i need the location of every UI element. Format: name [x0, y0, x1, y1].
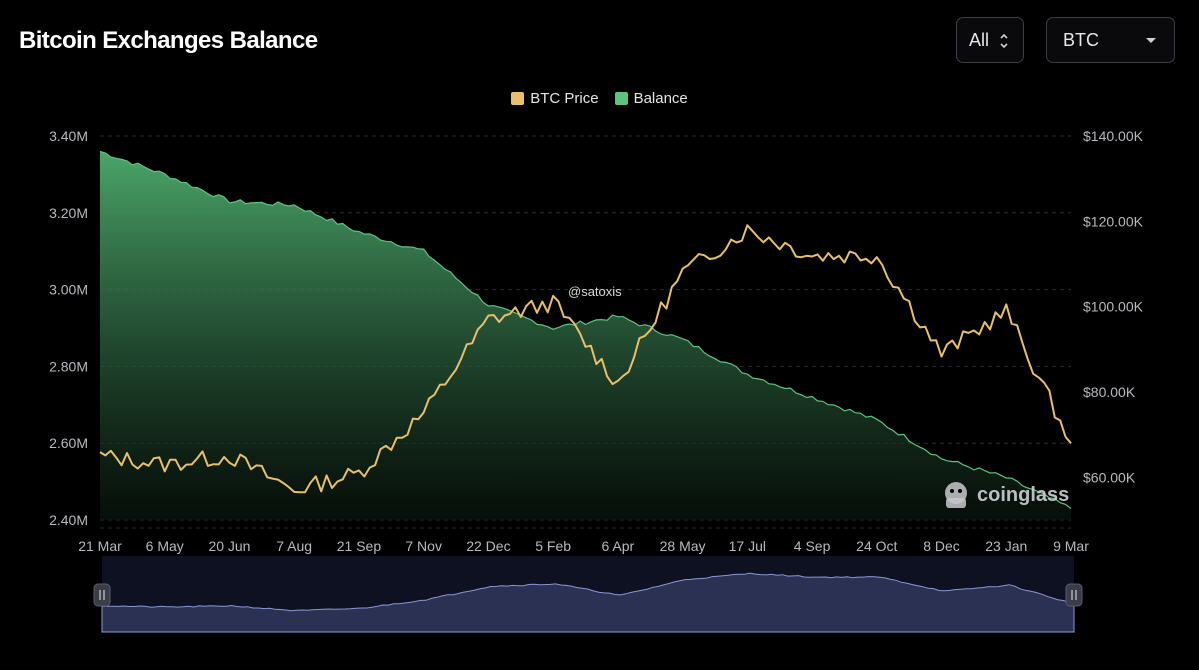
time-range-value: All: [969, 29, 990, 50]
x-tick-label: 8 Dec: [923, 538, 960, 554]
x-tick-label: 22 Dec: [466, 538, 510, 554]
legend-swatch-price: [511, 92, 525, 105]
brand-wordmark: coinglass: [977, 484, 1069, 506]
navigator-handle-right[interactable]: [1065, 583, 1083, 607]
navigator-series: [101, 572, 1075, 633]
x-tick-label: 24 Oct: [856, 538, 897, 554]
x-tick-label: 6 Apr: [602, 538, 635, 554]
y-right-tick-label: $100.00K: [1083, 299, 1144, 315]
balance-point: [681, 338, 684, 341]
navigator-handle-left[interactable]: [93, 583, 111, 607]
y-left-tick-label: 2.60M: [49, 435, 88, 451]
balance-point: [422, 250, 425, 253]
y-right-tick-label: $140.00K: [1083, 128, 1144, 144]
balance-point: [487, 303, 490, 306]
up-down-chevron-icon: [1000, 33, 1008, 49]
price-point: [746, 228, 749, 231]
price-point: [487, 318, 490, 321]
legend-label-price: BTC Price: [530, 90, 599, 107]
balance-point: [616, 315, 619, 318]
price-point: [1070, 442, 1073, 445]
balance-point: [99, 150, 102, 153]
y-left-tick-label: 3.20M: [49, 205, 88, 221]
time-range-select[interactable]: All: [956, 17, 1024, 63]
asset-value: BTC: [1063, 29, 1099, 50]
x-tick-label: 7 Nov: [405, 538, 442, 554]
x-tick-label: 5 Feb: [535, 538, 571, 554]
y-left-tick-label: 2.40M: [49, 512, 88, 528]
price-series: [99, 224, 1073, 494]
legend-swatch-balance: [614, 92, 628, 105]
coinglass-logo: coinglass: [945, 482, 1069, 508]
balance-point: [228, 200, 231, 203]
balance-point: [1005, 476, 1008, 479]
price-point: [940, 352, 943, 355]
y-left-tick-label: 3.00M: [49, 282, 88, 298]
price-point: [357, 472, 360, 475]
x-tick-label: 20 Jun: [208, 538, 250, 554]
price-point: [422, 412, 425, 415]
balance-point: [552, 327, 555, 330]
balance-point: [811, 396, 814, 399]
chart-legend: BTC Price Balance: [0, 90, 1199, 107]
page-title: Bitcoin Exchanges Balance: [19, 27, 318, 54]
x-tick-label: 21 Sep: [337, 538, 382, 554]
price-point: [811, 254, 814, 257]
x-tick-label: 28 May: [660, 538, 706, 554]
x-tick-label: 9 Mar: [1053, 538, 1089, 554]
coinglass-logo-icon: [945, 482, 967, 508]
y-right-tick-label: $60.00K: [1083, 469, 1136, 485]
legend-item-price[interactable]: BTC Price: [511, 90, 599, 107]
x-tick-label: 23 Jan: [985, 538, 1027, 554]
balance-line: [99, 150, 1072, 509]
balance-point: [746, 373, 749, 376]
price-point: [875, 254, 878, 257]
axis-layer: 3.40M 3.20M 3.00M 2.80M 2.60M 2.40M $140.00K $1…: [49, 128, 1144, 554]
balance-point: [163, 173, 166, 176]
y-right-tick-label: $120.00K: [1083, 213, 1144, 229]
chevron-down-icon: [1146, 38, 1156, 43]
balance-point: [875, 419, 878, 422]
watermark-handle: @satoxis: [568, 284, 622, 299]
y-left-tick-label: 2.80M: [49, 358, 88, 374]
balance-series: [99, 150, 1073, 520]
balance-area: [100, 151, 1071, 520]
price-point: [293, 489, 296, 492]
balance-point: [940, 457, 943, 460]
x-tick-label: 6 May: [146, 538, 184, 554]
x-tick-label: 4 Sep: [794, 538, 831, 554]
balance-point: [1070, 507, 1073, 510]
price-point: [1005, 309, 1008, 312]
price-line: [99, 224, 1072, 494]
price-point: [681, 271, 684, 274]
price-point: [552, 301, 555, 304]
asset-select[interactable]: BTC: [1046, 17, 1175, 63]
x-tick-label: 7 Aug: [276, 538, 312, 554]
x-tick-label: 17 Jul: [729, 538, 766, 554]
price-point: [228, 455, 231, 458]
balance-point: [293, 204, 296, 207]
y-right-tick-label: $80.00K: [1083, 384, 1136, 400]
price-point: [616, 382, 619, 385]
x-tick-label: 21 Mar: [78, 538, 122, 554]
price-point: [99, 455, 102, 458]
y-left-tick-label: 3.40M: [49, 128, 88, 144]
legend-label-balance: Balance: [633, 90, 688, 107]
range-navigator[interactable]: [93, 556, 1083, 633]
legend-item-balance[interactable]: Balance: [614, 90, 688, 107]
balance-point: [357, 231, 360, 234]
price-point: [163, 463, 166, 466]
